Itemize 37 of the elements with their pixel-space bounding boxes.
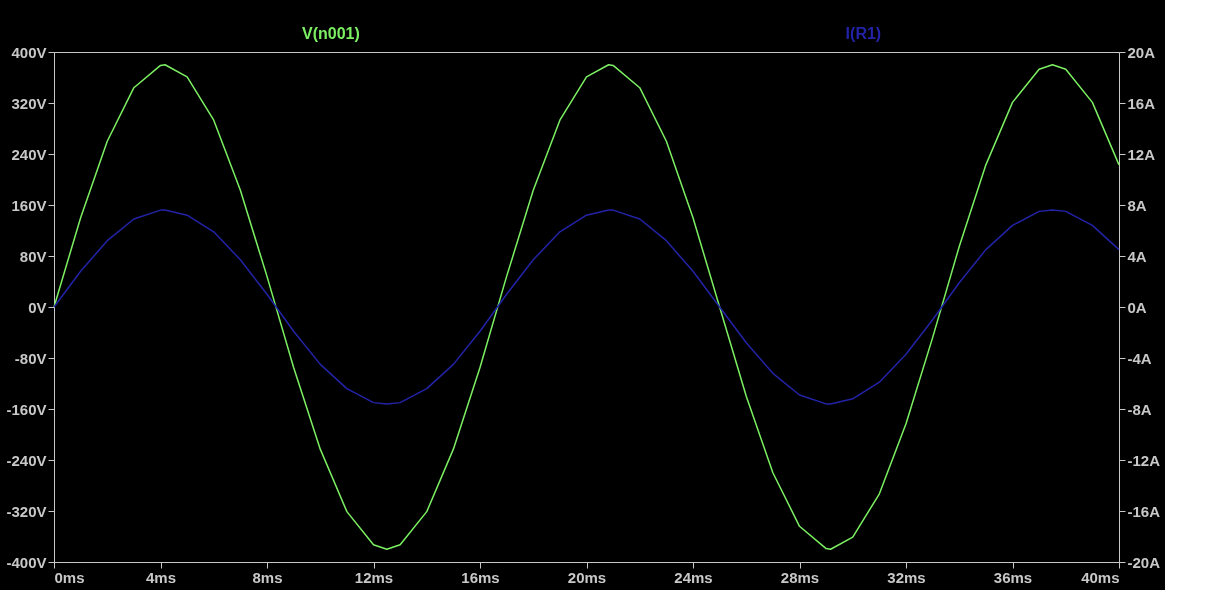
x-tick-label: 28ms [780,568,820,586]
x-tick-label: 24ms [674,568,713,586]
x-tick-label: 8ms [252,568,283,586]
x-tick-label: 20ms [567,568,607,586]
y-tick-label: 240V [11,145,47,163]
y2-tick-label: -20A [1127,553,1161,571]
text: V(n001) [302,25,360,42]
y-tick-label: 400V [11,43,47,61]
y-tick-label: -240V [6,451,47,469]
y2-tick-label: 16A [1127,94,1156,112]
x-tick-label: 16ms [461,568,500,586]
text: I(R1) [845,25,882,42]
y-tick-label: -160V [6,400,47,418]
x-tick-label: 32ms [887,568,926,586]
y2-tick-label: 20A [1127,43,1156,61]
line-series [53,64,1120,550]
x-tick-label: 36ms [993,568,1033,586]
y2-tick-label: 0A [1127,298,1147,316]
y-tick-label: -320V [6,502,47,520]
x-tick-label: 12ms [354,568,394,586]
y-tick-label: 80V [19,247,47,265]
line-series [53,209,1120,405]
x-tick-label: 0ms [54,568,85,586]
y2-tick-label: 12A [1127,145,1156,163]
y2-tick-label: -16A [1127,502,1161,520]
y-tick-label: 320V [11,94,47,112]
x-tick-label: 40ms [1081,568,1120,586]
y2-tick-label: 4A [1127,247,1147,265]
y2-tick-label: 8A [1127,196,1147,214]
y2-tick-label: -12A [1127,451,1161,469]
y-tick-label: 0V [28,298,47,316]
y-tick-label: -400V [6,553,47,571]
y2-tick-label: -8A [1127,400,1152,418]
y-tick-label: -80V [14,349,47,367]
y-tick-label: 160V [11,196,47,214]
x-tick-label: 4ms [145,568,177,586]
y2-tick-label: -4A [1127,349,1152,367]
